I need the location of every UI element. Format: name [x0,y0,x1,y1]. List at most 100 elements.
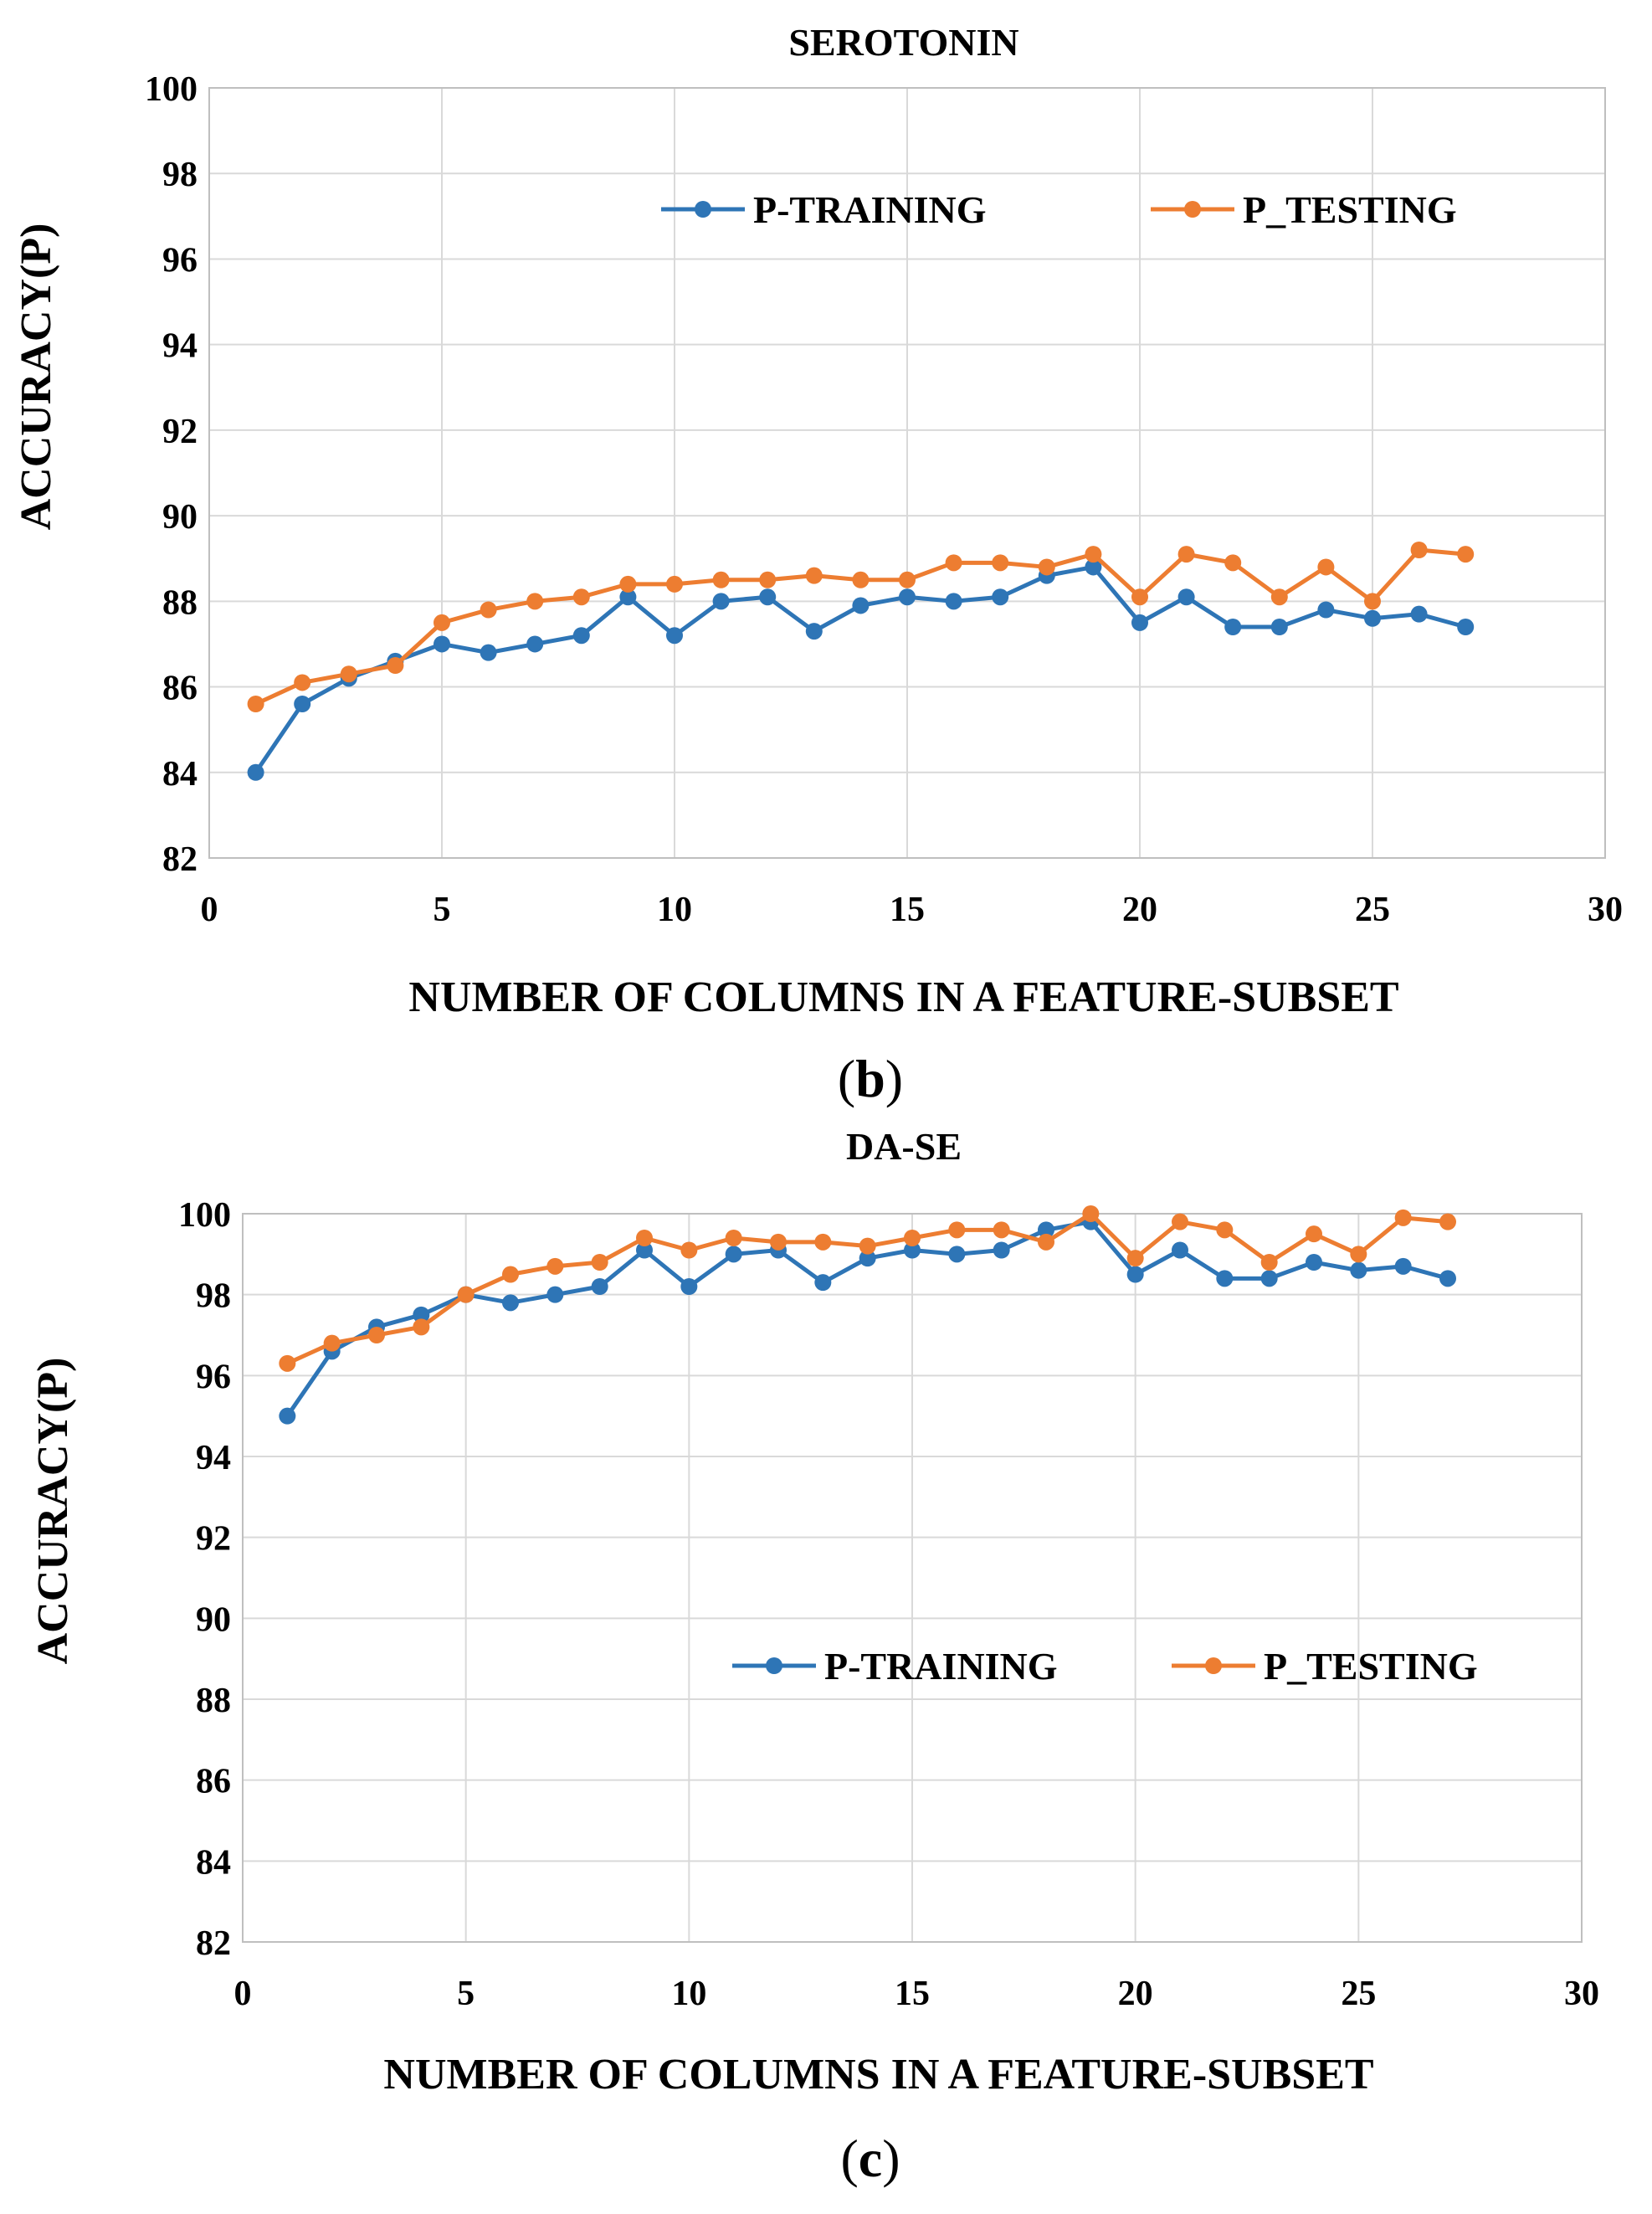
data-point-testing [680,1241,698,1259]
data-point-training [619,588,637,606]
legend-marker-testing [1205,1657,1222,1674]
data-point-testing [859,1237,876,1255]
data-point-testing [1131,588,1148,606]
x-axis-label: NUMBER OF COLUMNS IN A FEATURE-SUBSET [408,973,1398,1021]
data-point-training [948,1246,966,1263]
legend: P-TRAINING P_TESTING [661,188,1457,231]
data-point-testing [502,1266,519,1283]
data-point-testing [480,601,497,619]
data-point-training [759,588,777,606]
data-point-testing [852,571,870,588]
data-point-testing [666,575,683,593]
data-point-testing [457,1286,475,1303]
data-point-training [1350,1261,1367,1279]
x-tick-label: 30 [1564,1975,1599,2013]
data-point-training [591,1278,608,1295]
x-tick-label: 10 [671,1975,706,2013]
legend-marker-testing [1184,201,1201,218]
y-tick-label: 94 [196,1439,231,1477]
data-point-testing [1085,546,1102,563]
data-point-training [526,635,544,653]
data-point-testing [1306,1225,1322,1243]
data-point-training [572,627,590,645]
data-point-testing [1439,1213,1456,1230]
legend-label-testing: P_TESTING [1243,188,1457,231]
legend-marker-training [766,1657,782,1674]
y-tick-label: 82 [196,1924,231,1963]
data-point-testing [1082,1205,1100,1222]
data-point-training [1216,1270,1234,1287]
y-tick-label: 100 [145,70,198,109]
data-point-training [680,1278,698,1295]
y-tick-label: 96 [196,1358,231,1396]
data-point-testing [294,674,311,691]
data-point-testing [1394,1209,1412,1226]
data-point-testing [725,1230,742,1246]
data-point-testing [945,554,962,572]
y-tick-label: 90 [162,498,198,537]
data-point-training [992,588,1009,606]
y-tick-label: 82 [162,840,198,879]
data-point-testing [526,593,544,610]
data-point-training [1270,619,1288,635]
data-point-testing [340,665,357,683]
data-point-testing [387,657,404,674]
y-tick-label: 96 [162,241,198,280]
data-point-training [1224,619,1242,635]
data-point-training [1260,1270,1278,1287]
data-point-testing [712,571,730,588]
data-point-testing [591,1254,608,1271]
x-tick-label: 5 [434,891,451,929]
x-tick-label: 20 [1118,1975,1153,2013]
data-point-testing [1038,558,1055,576]
y-tick-label: 98 [162,156,198,194]
y-tick-label: 86 [196,1763,231,1801]
data-point-testing [1126,1250,1144,1267]
panel-label-c: (c) [840,2129,900,2188]
panel-letter: b [855,1049,885,1108]
data-point-testing [413,1318,430,1336]
data-point-training [1306,1254,1322,1271]
panel-label-b: (b) [838,1049,903,1108]
data-point-testing [279,1354,296,1372]
data-point-training [725,1246,742,1263]
data-point-testing [546,1257,564,1275]
data-point-testing [948,1221,966,1239]
chart-title: SEROTONIN [788,21,1018,64]
data-point-training [1364,609,1381,627]
legend-label-testing: P_TESTING [1264,1645,1478,1687]
data-point-testing [899,571,916,588]
legend: P-TRAINING P_TESTING [732,1645,1478,1687]
data-point-training [899,588,916,606]
data-point-training [434,635,450,653]
data-point-training [852,597,870,614]
data-point-testing [1038,1233,1054,1251]
data-point-testing [1317,558,1335,576]
data-point-training [1317,601,1335,619]
chart-title: DA-SE [846,1125,962,1168]
data-point-training [279,1407,296,1425]
data-point-training [546,1286,564,1303]
x-axis-label: NUMBER OF COLUMNS IN A FEATURE-SUBSET [383,2051,1373,2098]
data-point-testing [1216,1221,1234,1239]
y-tick-label: 92 [196,1520,231,1559]
data-point-testing [993,1221,1010,1239]
data-point-testing [1172,1213,1188,1230]
plot-area [242,1213,1583,1943]
y-tick-label: 98 [196,1277,231,1316]
data-point-testing [636,1230,653,1246]
data-point-testing [759,571,777,588]
serotonin-chart: SEROTONIN 82 84 86 88 90 92 94 96 98 100 0 5 10 15 20… [13,21,1623,1108]
y-tick-label: 94 [162,327,198,366]
data-point-testing [814,1233,832,1251]
data-point-testing [992,554,1009,572]
data-point-training [814,1274,832,1292]
data-point-training [1085,558,1102,576]
x-tick-label: 0 [234,1975,252,2013]
y-tick-label: 84 [196,1843,231,1882]
data-point-testing [1457,546,1475,563]
x-tick-label: 0 [201,891,218,929]
data-point-training [294,696,311,712]
y-tick-label: 84 [162,755,198,794]
